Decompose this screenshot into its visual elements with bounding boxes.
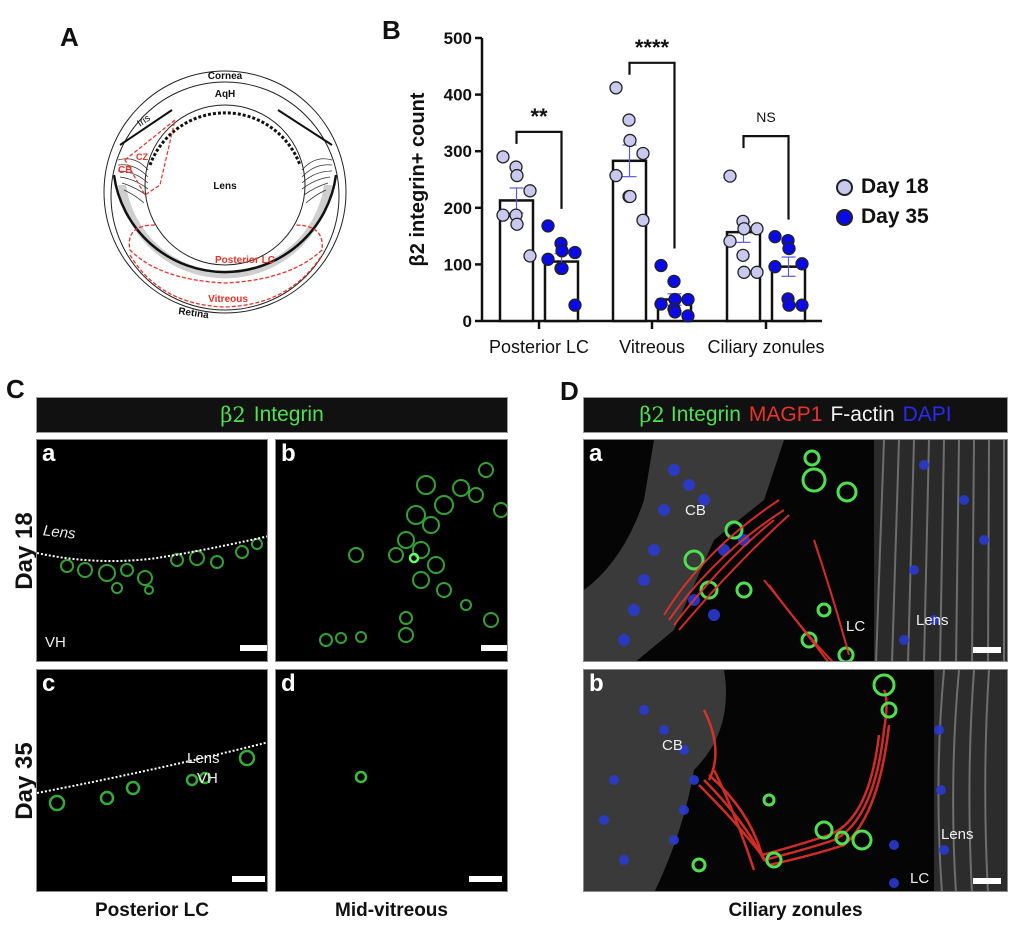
eye-diagram: Cornea AqH Iris CZ CB Lens Posterior LC … (100, 65, 350, 321)
label-lens: Lens (213, 181, 237, 192)
micrograph-d-a-image (584, 440, 1007, 661)
eye-schematic-graphic: Cornea AqH Iris CZ CB Lens Posterior LC … (103, 70, 347, 321)
lc-label: LC (910, 870, 930, 887)
label-vitreous: Vitreous (208, 294, 248, 305)
label-cz: CZ (136, 152, 148, 162)
header-integrin: Integrin (670, 403, 741, 426)
svg-text:400: 400 (444, 86, 472, 105)
micrograph-c-b-image (319, 462, 507, 647)
subpanel-letter: b (281, 440, 296, 467)
label-retina: Retina (178, 306, 210, 320)
svg-text:****: **** (635, 35, 670, 60)
micrograph-d-a: a CB LC Lens (583, 439, 1008, 662)
lens-label: Lens (941, 826, 974, 843)
panel-c-header: β2 Integrin (36, 397, 508, 433)
vh-label: VH (45, 634, 66, 651)
micrograph-c-c-image (37, 741, 267, 812)
panel-d-letter: D (560, 376, 579, 406)
micrograph-c-d-image (354, 770, 368, 784)
label-posterior-lc: Posterior LC (215, 255, 275, 266)
subpanel-letter: a (42, 440, 56, 467)
scale-bar (481, 645, 507, 651)
chart-legend: Day 18 Day 35 (836, 172, 929, 232)
lens-label: Lens (42, 522, 77, 543)
micrograph-c-d: d (275, 669, 508, 892)
svg-text:Vitreous: Vitreous (619, 337, 685, 357)
svg-text:300: 300 (444, 142, 472, 161)
scale-bar (240, 645, 267, 651)
micrograph-d-b-image (584, 670, 1007, 891)
legend-item-day18: Day 18 (836, 172, 929, 202)
scale-bar (469, 876, 502, 882)
header-factin: F-actin (830, 403, 895, 426)
legend-label: Day 35 (861, 205, 929, 228)
lc-label: LC (846, 618, 866, 635)
panel-c-letter: C (6, 374, 25, 404)
subpanel-letter: b (589, 670, 604, 697)
subpanel-letter: c (42, 670, 56, 697)
cb-label: CB (685, 502, 706, 519)
header-beta: β2 (639, 403, 665, 427)
micrograph-c-c: c Lens VH (36, 669, 268, 892)
bar-chart: 0 100 200 300 400 500 β2 integrin+ count Poster… (392, 28, 832, 363)
svg-text:Posterior LC: Posterior LC (489, 337, 589, 357)
lens-label: Lens (916, 612, 949, 629)
svg-text:**: ** (530, 104, 548, 129)
header-integrin: Integrin (253, 403, 324, 426)
column-label-posterior-lc: Posterior LC (94, 900, 210, 921)
panel-a-letter: A (60, 22, 79, 52)
vh-label: VH (197, 770, 218, 787)
column-label-mid-vitreous: Mid-vitreous (335, 900, 448, 921)
scale-bar (973, 647, 1001, 653)
legend-item-day35: Day 35 (836, 202, 929, 232)
svg-text:500: 500 (444, 29, 472, 48)
svg-text:NS: NS (756, 109, 775, 125)
label-aqh: AqH (215, 89, 236, 100)
column-label-ciliary-zonules: Ciliary zonules (728, 900, 863, 921)
cb-label: CB (662, 737, 683, 754)
panel-b-letter: B (382, 15, 401, 45)
legend-label: Day 18 (861, 175, 929, 198)
header-beta: β2 (220, 403, 246, 427)
label-iris: Iris (135, 113, 152, 130)
legend-marker-icon (836, 208, 853, 226)
label-cornea: Cornea (208, 71, 243, 82)
svg-text:200: 200 (444, 199, 472, 218)
lens-label: Lens (187, 750, 220, 767)
scale-bar (973, 878, 1001, 884)
micrograph-c-a: a Lens VH (36, 439, 268, 662)
bar-chart-graphic: 0 100 200 300 400 500 β2 integrin+ count Poster… (407, 29, 825, 357)
label-cb: CB (118, 165, 132, 176)
legend-marker-icon (836, 178, 853, 196)
subpanel-letter: a (589, 440, 603, 467)
micrograph-c-b: b (275, 439, 508, 662)
subpanel-letter: d (281, 670, 296, 697)
micrograph-c-a-image (37, 535, 267, 595)
svg-text:100: 100 (444, 255, 472, 274)
svg-text:Ciliary zonules: Ciliary zonules (707, 337, 824, 357)
scale-bar (232, 876, 265, 882)
header-dapi: DAPI (902, 403, 952, 426)
panel-d-header: β2 Integrin MAGP1 F-actin DAPI (583, 397, 1008, 433)
svg-text:0: 0 (463, 312, 472, 331)
header-magp1: MAGP1 (748, 403, 823, 426)
svg-text:β2 integrin+ count: β2 integrin+ count (407, 92, 429, 266)
micrograph-d-b: b CB LC Lens (583, 669, 1008, 892)
